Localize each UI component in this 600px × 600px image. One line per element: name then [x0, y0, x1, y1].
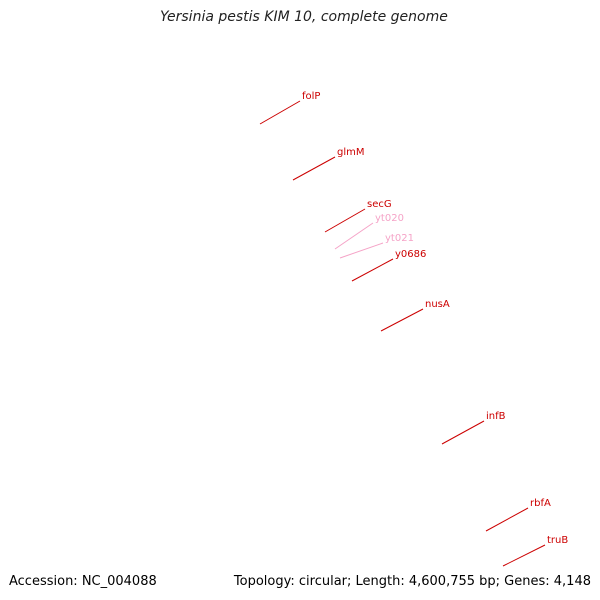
- genome-summary-text: Topology: circular; Length: 4,600,755 bp…: [233, 574, 591, 589]
- map-title: Yersinia pestis KIM 10, complete genome: [160, 9, 448, 25]
- gene-label-y0686[interactable]: y0686: [395, 249, 426, 260]
- gene-label-secG[interactable]: secG: [367, 199, 392, 210]
- gene-label-glmM[interactable]: glmM: [337, 147, 365, 158]
- accession-text: Accession: NC_004088: [9, 574, 157, 589]
- gene-leader-line: [324, 208, 366, 233]
- gene-leader-line: [259, 100, 301, 125]
- gene-leader-line: [339, 242, 384, 259]
- gene-label-yt021[interactable]: yt021: [385, 233, 414, 244]
- gene-leader-line: [292, 156, 336, 181]
- gene-label-rbfA[interactable]: rbfA: [530, 498, 551, 509]
- gene-leader-line: [502, 544, 546, 567]
- gene-leader-line: [485, 507, 529, 532]
- gene-label-truB[interactable]: truB: [547, 535, 568, 546]
- gene-label-yt020[interactable]: yt020: [375, 213, 404, 224]
- gene-label-folP[interactable]: folP: [302, 91, 320, 102]
- gene-leader-line: [334, 222, 374, 250]
- gene-leader-line: [351, 258, 394, 282]
- gene-leader-line: [380, 308, 424, 332]
- gene-label-nusA[interactable]: nusA: [425, 299, 450, 310]
- gene-label-infB[interactable]: infB: [486, 411, 506, 422]
- gene-leader-line: [441, 420, 485, 445]
- gene-labels: folP glmM secG yt020 yt021 y0686 nusA infB rbfA t…: [259, 91, 568, 567]
